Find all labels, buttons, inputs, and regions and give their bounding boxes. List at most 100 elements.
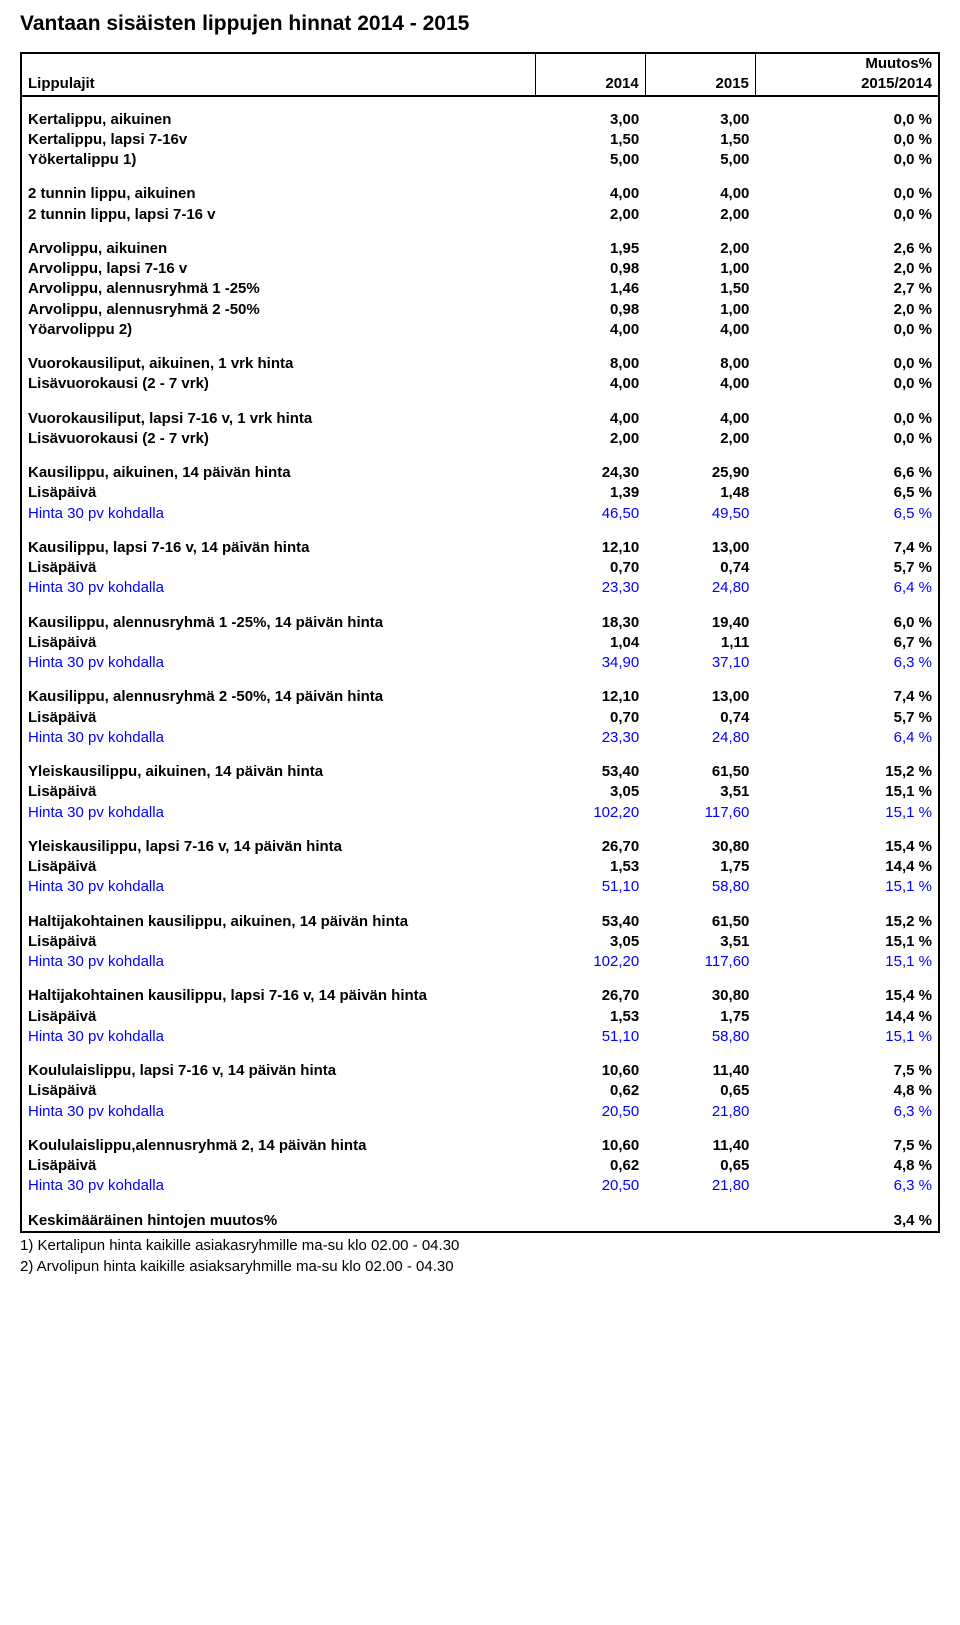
cell-2014: 1,46 bbox=[535, 279, 645, 299]
cell-label: Lisäpäivä bbox=[21, 1156, 535, 1176]
cell-2015: 24,80 bbox=[645, 578, 755, 598]
cell-label: Lisäpäivä bbox=[21, 782, 535, 802]
cell-2014: 1,95 bbox=[535, 239, 645, 259]
spacer-row bbox=[21, 898, 939, 912]
cell-pct: 6,5 % bbox=[755, 504, 939, 524]
cell-pct: 15,2 % bbox=[755, 762, 939, 782]
cell-2014: 2,00 bbox=[535, 429, 645, 449]
cell-pct: 6,7 % bbox=[755, 633, 939, 653]
cell-2014: 0,62 bbox=[535, 1156, 645, 1176]
cell-2015: 2,00 bbox=[645, 239, 755, 259]
table-row: Kausilippu, lapsi 7-16 v, 14 päivän hint… bbox=[21, 538, 939, 558]
cell-2015: 13,00 bbox=[645, 538, 755, 558]
table-row: Keskimääräinen hintojen muutos%3,4 % bbox=[21, 1211, 939, 1232]
cell-label: Lisäpäivä bbox=[21, 558, 535, 578]
cell-2014: 20,50 bbox=[535, 1176, 645, 1196]
spacer-row bbox=[21, 1122, 939, 1136]
cell-2015: 13,00 bbox=[645, 687, 755, 707]
table-header: Muutos% Lippulajit 2014 2015 2015/2014 bbox=[21, 53, 939, 96]
cell-label: Hinta 30 pv kohdalla bbox=[21, 578, 535, 598]
cell-2014: 0,98 bbox=[535, 300, 645, 320]
cell-2015: 1,75 bbox=[645, 1007, 755, 1027]
page-title: Vantaan sisäisten lippujen hinnat 2014 -… bbox=[20, 12, 940, 36]
table-row: Yökertalippu 1)5,005,000,0 % bbox=[21, 150, 939, 170]
cell-pct: 5,7 % bbox=[755, 708, 939, 728]
cell-pct: 14,4 % bbox=[755, 1007, 939, 1027]
cell-label: Yöarvolippu 2) bbox=[21, 320, 535, 340]
cell-pct: 7,4 % bbox=[755, 538, 939, 558]
spacer-row bbox=[21, 673, 939, 687]
cell-pct: 0,0 % bbox=[755, 374, 939, 394]
table-row: Haltijakohtainen kausilippu, lapsi 7-16 … bbox=[21, 986, 939, 1006]
cell-2015: 1,50 bbox=[645, 130, 755, 150]
cell-2014: 5,00 bbox=[535, 150, 645, 170]
cell-2015: 0,65 bbox=[645, 1081, 755, 1101]
table-row: Arvolippu, alennusryhmä 2 -50%0,981,002,… bbox=[21, 300, 939, 320]
cell-2014: 4,00 bbox=[535, 409, 645, 429]
cell-pct: 7,5 % bbox=[755, 1136, 939, 1156]
cell-2015: 58,80 bbox=[645, 877, 755, 897]
cell-2015: 24,80 bbox=[645, 728, 755, 748]
cell-label: Vuorokausiliput, aikuinen, 1 vrk hinta bbox=[21, 354, 535, 374]
cell-2014: 102,20 bbox=[535, 952, 645, 972]
cell-2014: 20,50 bbox=[535, 1102, 645, 1122]
cell-2014: 4,00 bbox=[535, 374, 645, 394]
spacer-row bbox=[21, 340, 939, 354]
table-row: Yöarvolippu 2)4,004,000,0 % bbox=[21, 320, 939, 340]
cell-pct: 15,4 % bbox=[755, 986, 939, 1006]
cell-label: Lisäpäivä bbox=[21, 1081, 535, 1101]
footnote: 2) Arvolipun hinta kaikille asiaksaryhmi… bbox=[20, 1258, 940, 1275]
cell-label: Hinta 30 pv kohdalla bbox=[21, 1102, 535, 1122]
cell-2015: 1,00 bbox=[645, 300, 755, 320]
table-row: Lisäpäivä1,531,7514,4 % bbox=[21, 1007, 939, 1027]
table-row: Lisäpäivä1,391,486,5 % bbox=[21, 483, 939, 503]
cell-2015: 8,00 bbox=[645, 354, 755, 374]
table-row: Lisävuorokausi (2 - 7 vrk)4,004,000,0 % bbox=[21, 374, 939, 394]
cell-label: Kertalippu, lapsi 7-16v bbox=[21, 130, 535, 150]
cell-label: Lisäpäivä bbox=[21, 708, 535, 728]
cell-2014: 46,50 bbox=[535, 504, 645, 524]
cell-label: Lisäpäivä bbox=[21, 633, 535, 653]
cell-2015: 37,10 bbox=[645, 653, 755, 673]
cell-2014: 0,70 bbox=[535, 558, 645, 578]
cell-pct: 2,0 % bbox=[755, 300, 939, 320]
cell-label: Kausilippu, lapsi 7-16 v, 14 päivän hint… bbox=[21, 538, 535, 558]
cell-2015: 21,80 bbox=[645, 1176, 755, 1196]
cell-pct: 6,5 % bbox=[755, 483, 939, 503]
table-row: Lisäpäivä0,620,654,8 % bbox=[21, 1156, 939, 1176]
spacer-row bbox=[21, 1047, 939, 1061]
table-row: Yleiskausilippu, lapsi 7-16 v, 14 päivän… bbox=[21, 837, 939, 857]
col-pct-bot: 2015/2014 bbox=[755, 74, 939, 95]
cell-label: Lisäpäivä bbox=[21, 1007, 535, 1027]
cell-2015: 4,00 bbox=[645, 184, 755, 204]
table-row: Arvolippu, lapsi 7-16 v0,981,002,0 % bbox=[21, 259, 939, 279]
cell-pct: 14,4 % bbox=[755, 857, 939, 877]
cell-pct: 7,4 % bbox=[755, 687, 939, 707]
cell-pct: 6,3 % bbox=[755, 1102, 939, 1122]
table-row: Kausilippu, alennusryhmä 2 -50%, 14 päiv… bbox=[21, 687, 939, 707]
cell-pct: 6,6 % bbox=[755, 463, 939, 483]
table-row: Koululaislippu, lapsi 7-16 v, 14 päivän … bbox=[21, 1061, 939, 1081]
spacer-row bbox=[21, 599, 939, 613]
cell-2015: 11,40 bbox=[645, 1061, 755, 1081]
spacer-row bbox=[21, 96, 939, 110]
cell-label: Lisävuorokausi (2 - 7 vrk) bbox=[21, 429, 535, 449]
cell-pct: 6,4 % bbox=[755, 728, 939, 748]
cell-pct: 15,2 % bbox=[755, 912, 939, 932]
table-row: Lisäpäivä0,700,745,7 % bbox=[21, 708, 939, 728]
col-pct-top: Muutos% bbox=[755, 53, 939, 74]
cell-2014: 51,10 bbox=[535, 1027, 645, 1047]
spacer-row bbox=[21, 449, 939, 463]
cell-2015: 1,11 bbox=[645, 633, 755, 653]
table-row: Koululaislippu,alennusryhmä 2, 14 päivän… bbox=[21, 1136, 939, 1156]
table-row: Lisävuorokausi (2 - 7 vrk)2,002,000,0 % bbox=[21, 429, 939, 449]
cell-2014: 12,10 bbox=[535, 538, 645, 558]
cell-label: Yleiskausilippu, aikuinen, 14 päivän hin… bbox=[21, 762, 535, 782]
table-body: Kertalippu, aikuinen3,003,000,0 %Kertali… bbox=[21, 96, 939, 1232]
cell-label: Hinta 30 pv kohdalla bbox=[21, 728, 535, 748]
cell-label: Hinta 30 pv kohdalla bbox=[21, 653, 535, 673]
cell-pct: 0,0 % bbox=[755, 110, 939, 130]
cell-label: Lisäpäivä bbox=[21, 483, 535, 503]
cell-2014: 4,00 bbox=[535, 320, 645, 340]
cell-pct: 6,3 % bbox=[755, 653, 939, 673]
